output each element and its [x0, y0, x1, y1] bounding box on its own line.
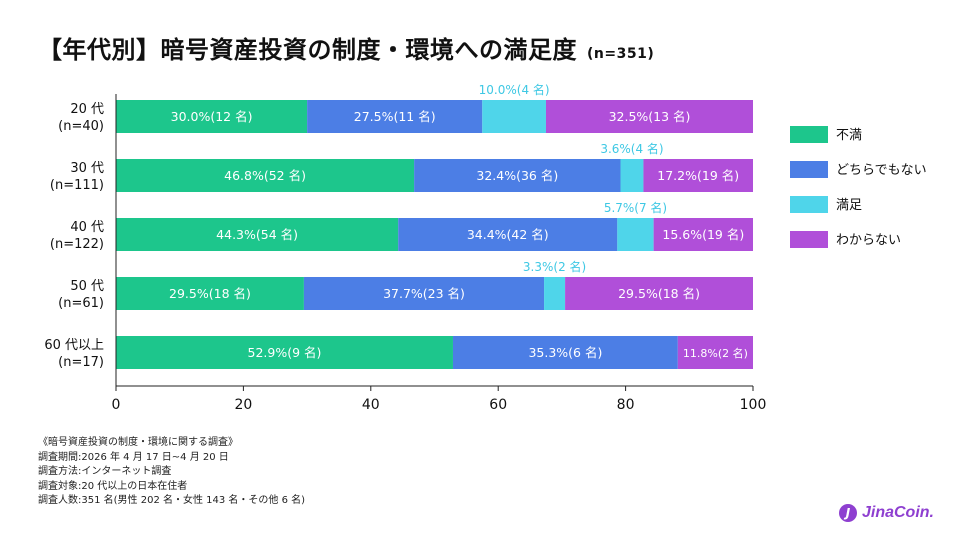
legend-label: わからない [836, 233, 901, 248]
data-label: 32.4%(36 名) [476, 168, 558, 183]
category-label: 30 代 [70, 161, 104, 176]
category-label: 60 代以上 [44, 338, 104, 353]
bar-segment [116, 218, 399, 251]
bar-segment [116, 159, 415, 192]
title-text: 【年代別】暗号資産投資の制度・環境への満足度 [38, 36, 577, 64]
data-label: 52.9%(9 名) [248, 345, 322, 360]
x-tick-label: 20 [234, 397, 252, 413]
bar-segment [544, 277, 566, 310]
legend-label: 不満 [836, 128, 862, 143]
data-label: 15.6%(19 名) [662, 227, 744, 242]
bar-segment [116, 100, 308, 133]
bar-segment [307, 100, 483, 133]
data-label: 3.3%(2 名) [523, 259, 586, 274]
legend-label: 満足 [836, 198, 862, 213]
bar-segment [303, 277, 545, 310]
title-sample-size: (n=351) [587, 46, 655, 62]
category-sample-label: (n=40) [58, 119, 104, 134]
brand-logo: J JinaCoin. [838, 504, 934, 522]
x-tick-label: 0 [112, 397, 121, 413]
data-label: 34.4%(42 名) [467, 227, 549, 242]
brand-name: JinaCoin. [861, 504, 934, 521]
bar-segment [414, 159, 621, 192]
data-label: 32.5%(13 名) [609, 109, 691, 124]
data-label: 3.6%(4 名) [600, 141, 663, 156]
footnote-line: 調査期間:2026 年 4 月 17 日~4 月 20 日 [38, 451, 229, 463]
data-label: 37.7%(23 名) [383, 286, 465, 301]
data-label: 44.3%(54 名) [216, 227, 298, 242]
bar-segment [653, 218, 753, 251]
footnote-line: 調査対象:20 代以上の日本在住者 [38, 480, 188, 492]
legend-swatch [790, 161, 828, 178]
legend-swatch [790, 126, 828, 143]
legend-label: どちらでもない [836, 163, 927, 178]
footnote-line: 《暗号資産投資の制度・環境に関する調査》 [38, 437, 238, 448]
data-label: 35.3%(6 名) [528, 345, 602, 360]
footnote-line: 調査人数:351 名(男性 202 名・女性 143 名・その他 6 名) [38, 495, 306, 507]
data-label: 29.5%(18 名) [169, 286, 251, 301]
data-label: 5.7%(7 名) [604, 200, 667, 215]
category-label: 40 代 [70, 220, 104, 235]
bar-segment [482, 100, 546, 133]
bar-segment [565, 277, 753, 310]
category-sample-label: (n=122) [50, 237, 104, 252]
x-tick-label: 100 [740, 397, 767, 413]
bar-segment [116, 277, 304, 310]
data-label: 29.5%(18 名) [618, 286, 700, 301]
bar-segment [677, 336, 753, 369]
category-label: 50 代 [70, 279, 104, 294]
x-tick-label: 40 [362, 397, 380, 413]
data-label: 11.8%(2 名) [683, 346, 748, 360]
footnote-line: 調査方法:インターネット調査 [38, 466, 172, 478]
bar-segment [620, 159, 644, 192]
bar-segment [398, 218, 618, 251]
brand-coin-icon: J [838, 504, 857, 522]
data-label: 30.0%(12 名) [171, 109, 253, 124]
bar-segment [643, 159, 753, 192]
survey-footnote: 《暗号資産投資の制度・環境に関する調査》 調査期間:2026 年 4 月 17 日… [38, 436, 305, 509]
data-label: 46.8%(52 名) [224, 168, 306, 183]
category-label: 20 代 [70, 102, 104, 117]
stacked-bar-chart: 30.0%(12 名) 27.5%(11 名) 10.0%(4 名) 32.5%(13… [44, 82, 927, 413]
bar-segment [545, 100, 753, 133]
bar-segment [116, 336, 453, 369]
x-tick-label: 60 [489, 397, 507, 413]
bar-segment [452, 336, 678, 369]
bar-segment [617, 218, 654, 251]
legend-swatch [790, 231, 828, 248]
data-label: 17.2%(19 名) [657, 168, 739, 183]
data-label: 10.0%(4 名) [479, 82, 550, 97]
category-sample-label: (n=17) [58, 355, 104, 370]
legend-swatch [790, 196, 828, 213]
chart-title: 【年代別】暗号資産投資の制度・環境への満足度 (n=351) [38, 30, 654, 65]
x-tick-label: 80 [617, 397, 635, 413]
category-sample-label: (n=111) [50, 178, 104, 193]
category-sample-label: (n=61) [58, 296, 104, 311]
data-label: 27.5%(11 名) [354, 109, 436, 124]
